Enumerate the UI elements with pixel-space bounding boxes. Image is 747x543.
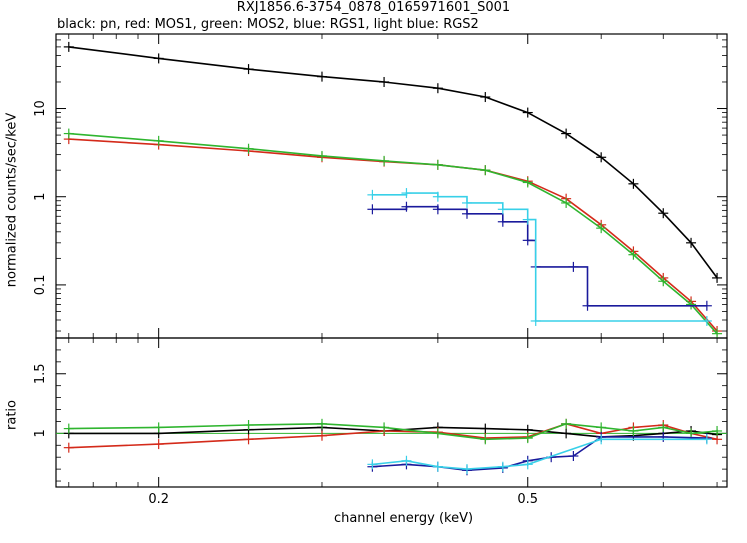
chart-subtitle: black: pn, red: MOS1, green: MOS2, blue:… xyxy=(57,17,479,32)
series-line-spectrum-pn xyxy=(68,46,718,279)
chart-title: RXJ1856.6-3754_0878_0165971601_S001 xyxy=(236,0,511,15)
series-line-ratio-RGS2 xyxy=(372,438,707,470)
series-line-spectrum-RGS2 xyxy=(372,192,707,322)
series-line-spectrum-RGS1 xyxy=(372,205,707,307)
series-line-spectrum-MOS2 xyxy=(68,132,718,335)
x-axis-label: channel energy (keV) xyxy=(333,511,474,526)
y-tick-label-ratio: 1 xyxy=(33,429,48,437)
panel-frame-ratio xyxy=(55,337,728,488)
series-line-spectrum-MOS1 xyxy=(68,138,718,332)
y-tick-label-spectrum: 0.1 xyxy=(33,275,48,296)
y-tick-label-spectrum: 1 xyxy=(33,193,48,201)
x-tick-label: 0.5 xyxy=(517,492,538,507)
x-tick-label: 0.2 xyxy=(148,492,169,507)
y-tick-label-ratio: 1.5 xyxy=(33,363,48,384)
y-tick-label-spectrum: 10 xyxy=(33,100,48,117)
series-line-ratio-RGS1 xyxy=(372,436,707,472)
panel-frame-spectrum xyxy=(55,33,728,339)
